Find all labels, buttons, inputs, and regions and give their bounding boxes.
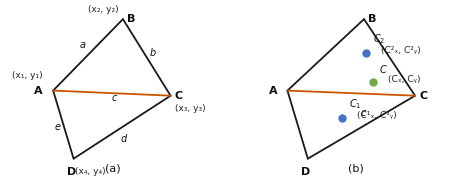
Text: C$_1$: C$_1$: [349, 97, 361, 111]
Text: (x₁, y₁): (x₁, y₁): [12, 71, 43, 80]
Text: B: B: [127, 14, 136, 24]
Text: C: C: [379, 65, 386, 75]
Text: b: b: [150, 48, 156, 58]
Text: A: A: [34, 86, 43, 96]
Text: D: D: [67, 167, 76, 177]
Text: e: e: [55, 122, 60, 132]
Text: c: c: [112, 93, 117, 103]
Text: C$_2$: C$_2$: [373, 33, 385, 46]
Text: (b): (b): [347, 164, 364, 174]
Text: (a): (a): [105, 164, 120, 174]
Text: a: a: [80, 40, 86, 50]
Text: D: D: [301, 167, 310, 177]
Text: d: d: [121, 134, 127, 144]
Text: C: C: [419, 91, 428, 101]
Text: A: A: [269, 86, 277, 96]
Text: (Cₓ, Cᵧ): (Cₓ, Cᵧ): [388, 75, 420, 84]
Text: (C²ₓ, C²ᵧ): (C²ₓ, C²ᵧ): [381, 46, 421, 55]
Text: c: c: [360, 108, 366, 118]
Text: (x₄, y₄): (x₄, y₄): [75, 167, 106, 176]
Text: B: B: [368, 14, 377, 24]
Text: (x₃, y₃): (x₃, y₃): [175, 104, 205, 113]
Text: C: C: [175, 91, 183, 101]
Text: (x₂, y₂): (x₂, y₂): [88, 5, 118, 14]
Text: (C¹ₓ, C¹ᵧ): (C¹ₓ, C¹ᵧ): [357, 111, 397, 120]
